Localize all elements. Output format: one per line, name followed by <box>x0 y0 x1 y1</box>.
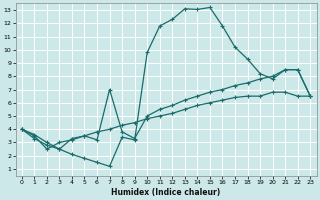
X-axis label: Humidex (Indice chaleur): Humidex (Indice chaleur) <box>111 188 221 197</box>
